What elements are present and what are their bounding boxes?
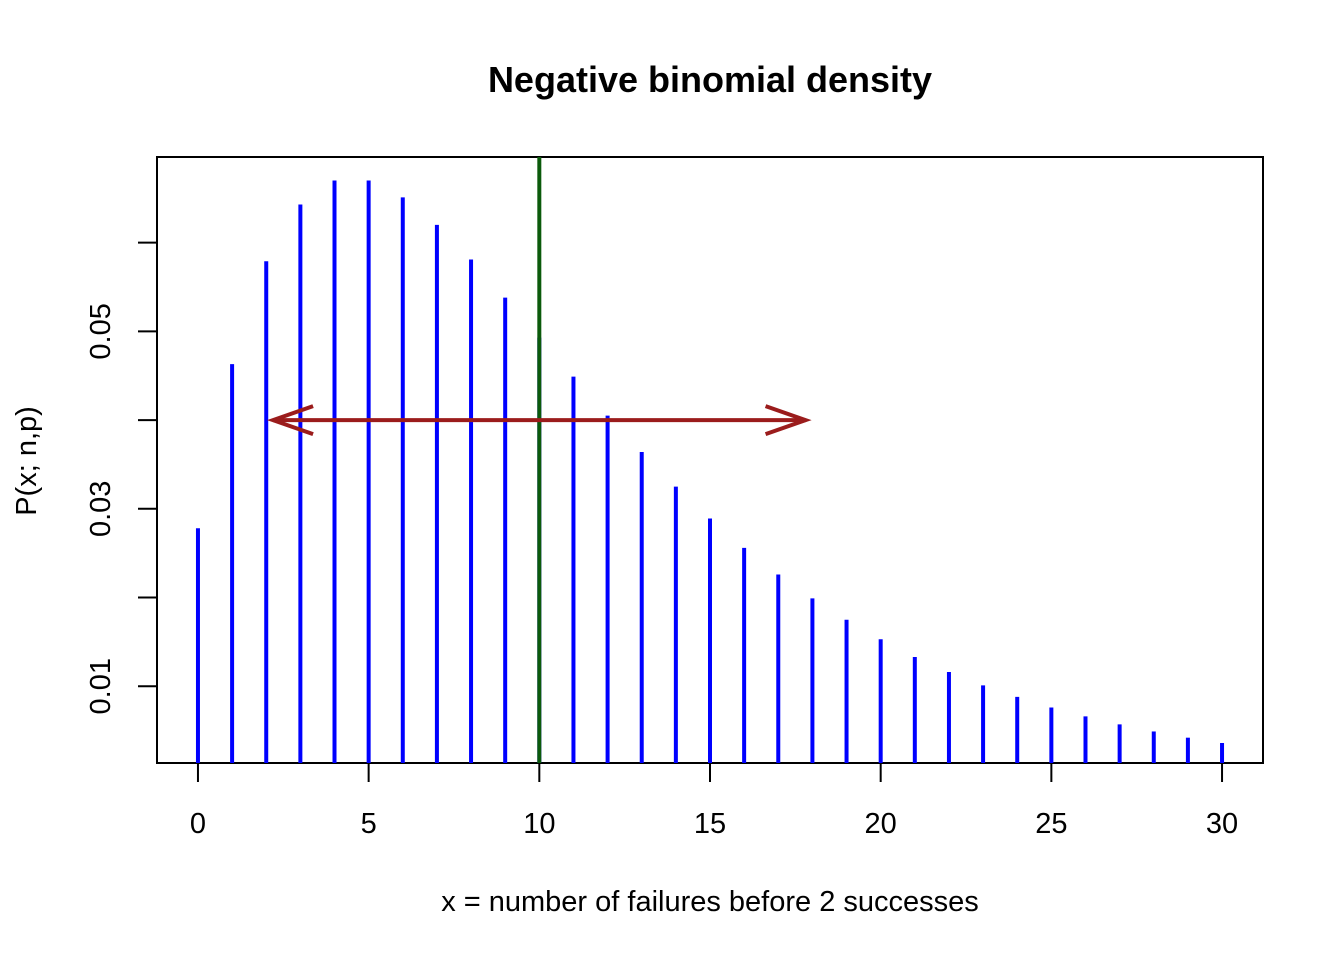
y-axis: 0.01 0.03 0.05 [85,241,157,714]
y-tick-label-0.01: 0.01 [85,658,117,714]
spread-arrow [267,404,812,436]
chart-title: Negative binomial density [488,59,932,100]
bars-group [195,180,1225,763]
x-tick-label-0: 0 [190,808,206,840]
x-tick-label-5: 5 [361,808,377,840]
y-tick-label-0.05: 0.05 [85,303,117,359]
x-axis-label: x = number of failures before 2 successe… [441,886,979,918]
x-axis: 0 5 10 15 20 25 30 [190,763,1238,840]
y-tick-label-0.03: 0.03 [85,481,117,537]
x-tick-label-10: 10 [523,808,555,840]
x-tick-label-25: 25 [1035,808,1067,840]
x-tick-label-20: 20 [865,808,897,840]
x-tick-label-30: 30 [1206,808,1238,840]
y-axis-label: P(x; n,p) [11,406,43,516]
x-tick-label-15: 15 [694,808,726,840]
arrow-head-left [267,404,314,436]
arrow-head-right [764,404,812,436]
